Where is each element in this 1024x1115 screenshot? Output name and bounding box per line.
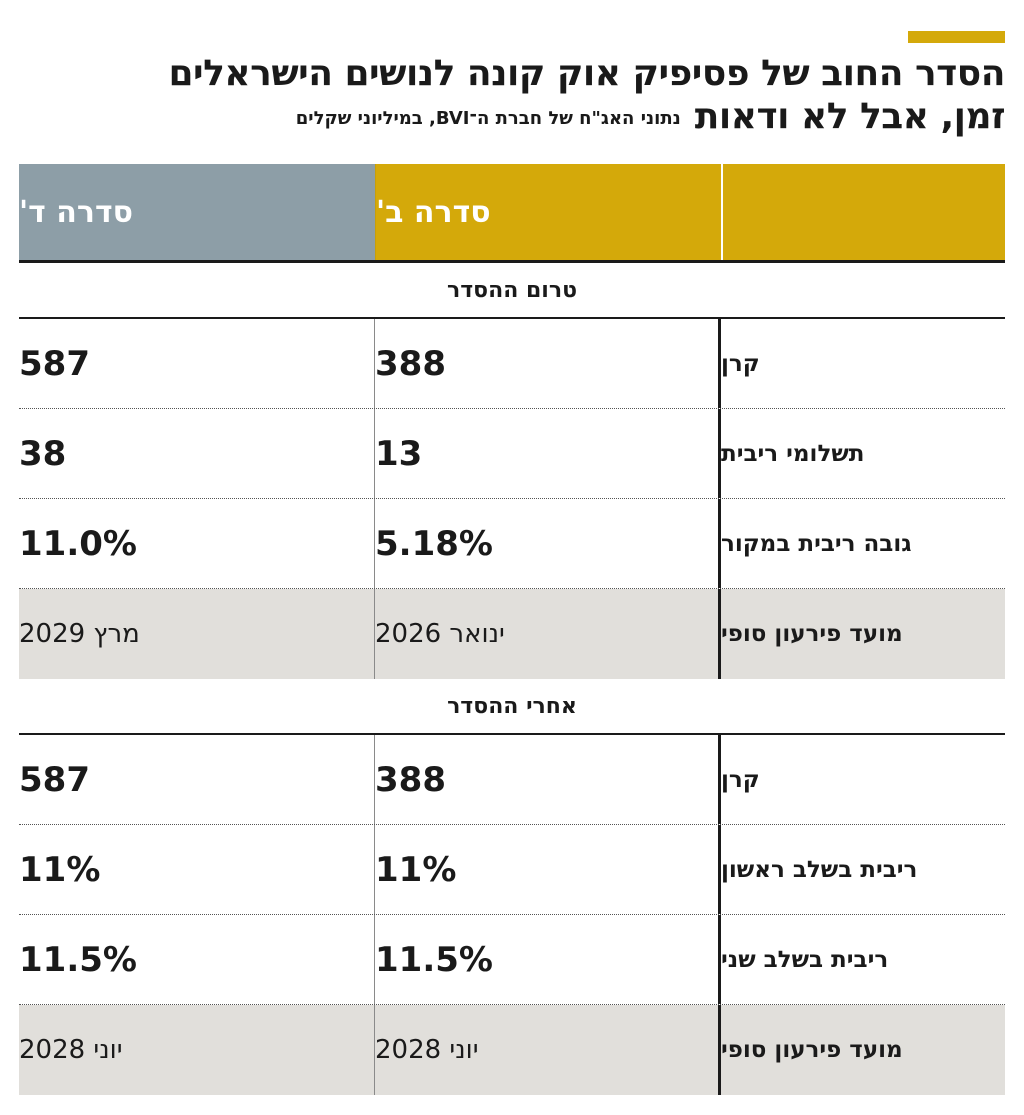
column-header-series-b: סדרה ב': [375, 164, 721, 260]
table-row: מרץ 2029 ינואר 2026 מועד פירעון סופי: [19, 589, 1005, 679]
section-title-after: אחרי ההסדר: [19, 679, 1005, 735]
row-label: ריבית בשלב שני: [721, 946, 889, 973]
row-label: גובה ריבית במקור: [721, 530, 912, 557]
row-label: קרן: [721, 350, 760, 377]
cell-series-b: 5.18%: [375, 499, 721, 588]
cell-series-b: ינואר 2026: [375, 589, 721, 679]
table-row: 38 13 תשלומי ריבית: [19, 409, 1005, 499]
page-title-line2: זמן, אבל לא ודאות: [694, 96, 1006, 137]
row-label: קרן: [721, 766, 760, 793]
cell-series-b: 13: [375, 409, 721, 498]
row-label: מועד פירעון סופי: [721, 621, 903, 647]
accent-bar: [908, 31, 1005, 43]
row-label: תשלומי ריבית: [721, 440, 865, 467]
table-header: סדרה ד' סדרה ב': [19, 164, 1005, 263]
cell-series-d: 587: [19, 319, 375, 408]
cell-series-b: 388: [375, 735, 721, 824]
cell-series-d: 11%: [19, 825, 375, 914]
cell-series-d: 11.5%: [19, 915, 375, 1004]
row-label: ריבית בשלב ראשון: [721, 856, 918, 883]
column-header-series-d: סדרה ד': [19, 164, 375, 260]
page-title: הסדר החוב של פסיפיק אוק קונה לנושים הישר…: [18, 52, 1005, 96]
subtitle: נתוני האג"ח של חברת ה־BVI, במיליוני שקלי…: [295, 108, 681, 129]
table-row: 587 388 קרן: [19, 735, 1005, 825]
table-row: 587 388 קרן: [19, 319, 1005, 409]
bond-table: סדרה ד' סדרה ב' טרום ההסדר 587 388 קרן 3…: [19, 164, 1005, 1095]
table-row: יוני 2028 יוני 2028 מועד פירעון סופי: [19, 1005, 1005, 1095]
cell-series-d: יוני 2028: [19, 1005, 375, 1095]
cell-series-b: 11.5%: [375, 915, 721, 1004]
table-row: 11% 11% ריבית בשלב ראשון: [19, 825, 1005, 915]
row-label: מועד פירעון סופי: [721, 1037, 903, 1063]
cell-series-d: 38: [19, 409, 375, 498]
section-title-before: טרום ההסדר: [19, 263, 1005, 319]
cell-series-d: מרץ 2029: [19, 589, 375, 679]
cell-series-b: יוני 2028: [375, 1005, 721, 1095]
column-header-label: [721, 164, 1005, 260]
cell-series-b: 11%: [375, 825, 721, 914]
cell-series-b: 388: [375, 319, 721, 408]
table-row: 11.0% 5.18% גובה ריבית במקור: [19, 499, 1005, 589]
cell-series-d: 587: [19, 735, 375, 824]
page-title-second-line: זמן, אבל לא ודאות נתוני האג"ח של חברת ה־B…: [18, 95, 1006, 141]
cell-series-d: 11.0%: [19, 499, 375, 588]
page-title-line1: הסדר החוב של פסיפיק אוק קונה לנושים הישר…: [168, 53, 1005, 94]
table-row: 11.5% 11.5% ריבית בשלב שני: [19, 915, 1005, 1005]
